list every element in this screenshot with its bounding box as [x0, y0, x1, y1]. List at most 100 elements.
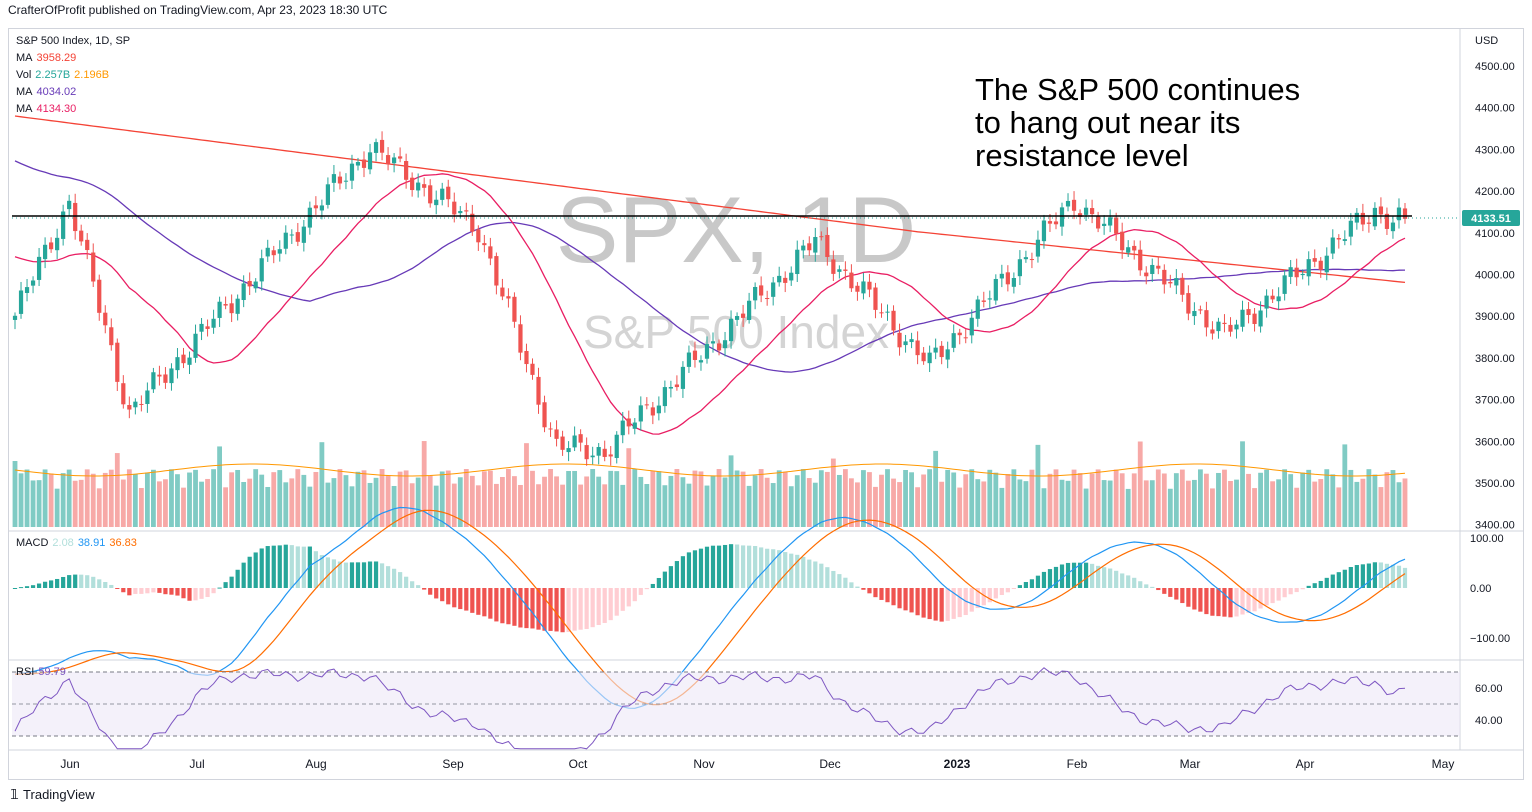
candle-body [1270, 295, 1275, 300]
candle-body [584, 445, 589, 460]
volume-bar [836, 474, 842, 527]
candle-body [500, 287, 505, 297]
volume-bar [114, 453, 120, 527]
volume-bar [325, 482, 331, 527]
volume-bar [1041, 488, 1047, 527]
time-axis[interactable]: Jun Jul Aug Sep Oct Nov Dec 2023 Feb Mar Apr May [60, 757, 1454, 771]
candle-body [734, 316, 740, 320]
volume-bar [319, 442, 325, 527]
volume-bar [650, 470, 656, 527]
candle-body [30, 280, 36, 286]
tradingview-footer[interactable]: 𝟙 TradingView [10, 787, 95, 803]
candle-body [837, 269, 842, 272]
volume-bar [506, 469, 511, 527]
rsi-axis[interactable]: 60.00 40.00 [1475, 683, 1503, 727]
price-tick: 3900.00 [1475, 311, 1515, 323]
candle-body [548, 428, 553, 430]
candle-body [355, 162, 361, 166]
volume-bar [1342, 444, 1348, 527]
symbol-label[interactable]: S&P 500 Index, 1D, SP [16, 35, 131, 47]
volume-bar [199, 481, 204, 527]
candle-body [289, 234, 294, 236]
volume-bar [1119, 473, 1125, 527]
macd-histogram-bar [30, 585, 36, 588]
macd-histogram-bar [223, 582, 228, 588]
macd-histogram-bar [1318, 580, 1323, 588]
time-tick: Nov [693, 757, 714, 771]
volume-bar [812, 482, 818, 527]
macd-histogram-bar [133, 588, 138, 594]
watermark-title: SPX, 1D [556, 177, 917, 282]
volume-bar [662, 485, 668, 527]
macd-histogram-bar [355, 562, 361, 588]
volume-bar [391, 485, 397, 527]
macd-pane [12, 506, 1408, 709]
macd-histogram-bar [1240, 588, 1245, 615]
time-tick: Oct [569, 757, 588, 771]
candle-body [337, 176, 343, 184]
macd-histogram-bar [692, 550, 698, 588]
candle-body [698, 360, 704, 363]
price-axis[interactable]: 4500.00 4400.00 4300.00 4200.00 4100.00 4000.… [1475, 61, 1515, 532]
macd-histogram-bar [422, 588, 427, 590]
chart-annotation[interactable]: The S&P 500 continues to hang out near i… [975, 73, 1300, 172]
macd-histogram-bar [446, 588, 451, 605]
volume-bar [716, 469, 722, 527]
volume-bar [349, 486, 355, 527]
candle-body [1156, 265, 1161, 269]
candle-body [36, 256, 42, 280]
macd-histogram-bar [1258, 588, 1263, 609]
macd-histogram-bar [367, 561, 373, 588]
macd-histogram-bar [626, 588, 631, 607]
macd-histogram-bar [1384, 563, 1390, 588]
candle-body [271, 250, 276, 256]
macd-histogram-bar [67, 575, 72, 588]
macd-histogram-bar [578, 588, 583, 630]
volume-bar [861, 470, 866, 527]
volume-bar [632, 469, 638, 527]
volume-bar [1354, 481, 1360, 527]
macd-histogram-bar [1336, 572, 1341, 588]
macd-histogram-bar [319, 555, 324, 588]
macd-axis[interactable]: 100.00 0.00 −100.00 [1470, 533, 1510, 645]
macd-histogram-bar [939, 588, 944, 622]
macd-histogram-bar [1138, 581, 1143, 588]
macd-histogram-bar [572, 588, 577, 631]
macd-histogram-bar [1017, 585, 1022, 588]
candle-body [1150, 264, 1155, 274]
volume-bar [187, 472, 192, 527]
volume-bar [211, 469, 216, 527]
candle-body [1126, 247, 1131, 253]
macd-histogram-bar [211, 588, 216, 594]
volume-bar [842, 469, 848, 527]
macd-histogram-bar [1053, 566, 1059, 588]
candle-body [259, 258, 264, 282]
price-tick: 4000.00 [1475, 270, 1515, 282]
candle-body [1065, 200, 1071, 207]
macd-histogram-bar [512, 588, 517, 626]
candle-body [656, 405, 661, 414]
macd-histogram-bar [379, 563, 385, 588]
volume-bar [277, 470, 283, 527]
volume-bar [728, 455, 734, 527]
candle-body [42, 244, 48, 260]
candle-body [1378, 206, 1384, 215]
candle-body [728, 318, 734, 342]
volume-bar [313, 471, 319, 527]
macd-histogram-bar [193, 588, 198, 601]
macd-histogram-bar [416, 585, 421, 588]
macd-histogram-bar [187, 588, 192, 601]
volume-bar [1312, 481, 1318, 527]
volume-bar [1035, 444, 1041, 527]
macd-tick: 100.00 [1470, 533, 1504, 545]
volume-bar [217, 446, 223, 527]
volume-bar [1053, 469, 1059, 527]
candle-body [85, 239, 90, 251]
rsi-tick: 40.00 [1475, 715, 1503, 727]
candle-body [121, 383, 126, 405]
volume-bar [879, 474, 884, 527]
macd-histogram-bar [566, 588, 571, 632]
candle-body [1252, 313, 1257, 324]
candle-body [1077, 213, 1083, 217]
